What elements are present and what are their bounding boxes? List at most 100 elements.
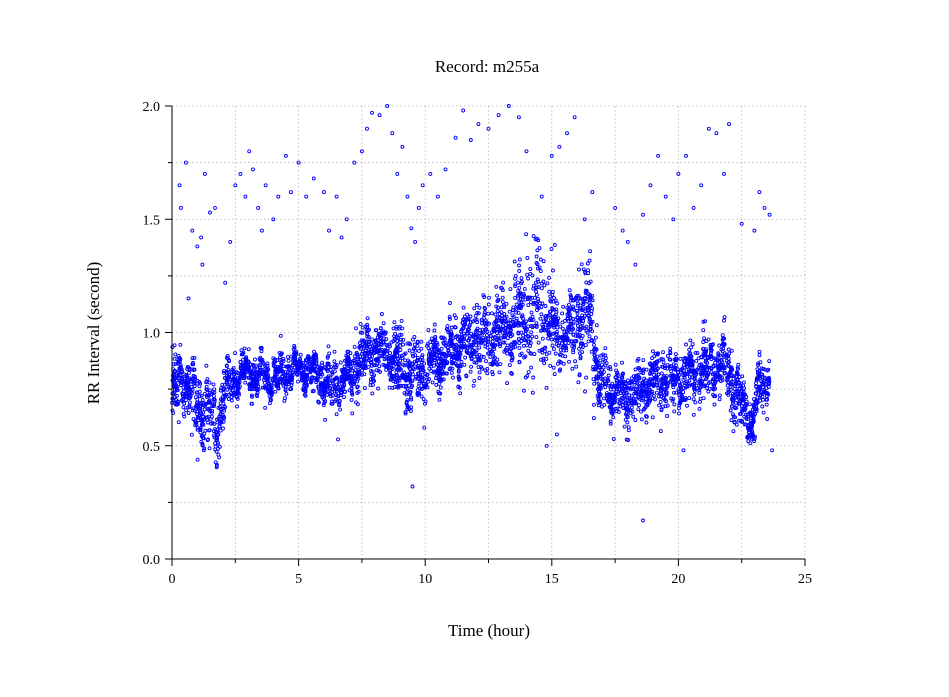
data-point: [543, 314, 548, 319]
data-point: [577, 351, 582, 356]
y-axis-label: RR Interval (second): [84, 262, 103, 405]
data-point: [563, 354, 568, 359]
data-point: [226, 367, 231, 372]
data-point: [184, 373, 189, 378]
data-point: [261, 360, 266, 365]
data-point: [246, 375, 251, 380]
data-point: [420, 365, 425, 370]
data-point: [665, 353, 670, 358]
data-point: [287, 373, 292, 378]
data-point: [718, 365, 723, 370]
data-point: [646, 378, 651, 383]
data-point: [227, 380, 232, 385]
data-point: [392, 320, 397, 325]
data-point: [312, 365, 317, 370]
data-point: [577, 328, 582, 332]
data-point: [378, 326, 383, 331]
data-point: [405, 403, 410, 408]
data-point: [508, 287, 513, 292]
data-point: [681, 373, 686, 378]
outlier-point: [195, 244, 200, 249]
data-point: [764, 402, 769, 407]
data-point: [672, 402, 677, 407]
data-point: [653, 368, 658, 373]
data-point: [368, 345, 373, 349]
data-point: [332, 359, 337, 364]
data-point: [760, 375, 765, 379]
data-point: [534, 289, 539, 294]
data-point: [629, 405, 634, 410]
data-point: [403, 385, 408, 390]
data-point: [513, 295, 518, 300]
data-point: [570, 366, 575, 371]
data-point: [265, 376, 270, 381]
data-point: [505, 381, 510, 386]
data-point: [326, 344, 331, 349]
data-point: [437, 397, 442, 402]
data-point: [593, 335, 598, 340]
data-point: [736, 401, 741, 406]
data-point: [709, 344, 714, 349]
data-point: [393, 331, 398, 336]
data-point: [550, 306, 555, 311]
data-point: [609, 383, 614, 388]
data-point: [388, 351, 393, 356]
data-point: [530, 390, 535, 395]
data-point: [661, 357, 665, 362]
data-point: [725, 375, 730, 380]
data-point: [218, 388, 223, 393]
data-point: [349, 397, 354, 402]
data-point: [395, 356, 400, 361]
data-point: [534, 254, 539, 259]
data-point: [571, 304, 575, 309]
data-point: [413, 375, 418, 379]
data-point: [575, 309, 579, 313]
data-point: [323, 417, 328, 422]
data-point: [180, 376, 185, 381]
data-point: [454, 316, 458, 320]
data-point: [519, 323, 524, 328]
outlier-point: [405, 194, 410, 199]
data-point: [453, 325, 458, 330]
data-point: [490, 339, 495, 344]
data-point: [377, 332, 382, 337]
data-point: [736, 366, 740, 371]
data-point: [596, 397, 601, 402]
data-point: [438, 363, 443, 368]
data-point: [258, 372, 263, 377]
data-point: [554, 342, 559, 346]
data-point: [181, 412, 186, 417]
data-point: [761, 410, 766, 415]
data-point: [219, 420, 224, 425]
data-point: [451, 361, 456, 365]
data-point: [764, 385, 769, 390]
data-point: [547, 289, 552, 294]
data-point: [322, 394, 327, 399]
data-point: [659, 371, 664, 376]
data-point: [717, 343, 722, 348]
data-point: [627, 383, 632, 388]
data-point: [567, 327, 572, 332]
data-point: [267, 393, 272, 398]
data-point: [550, 343, 555, 348]
data-point: [620, 403, 625, 408]
data-point: [242, 346, 247, 351]
data-point: [760, 385, 765, 389]
data-point: [526, 297, 530, 301]
outlier-point: [663, 194, 668, 199]
data-point: [283, 381, 288, 386]
data-point: [637, 390, 642, 394]
data-point: [678, 382, 683, 387]
data-point: [373, 328, 378, 333]
data-point: [314, 377, 319, 382]
data-point: [673, 366, 678, 371]
data-point: [212, 397, 217, 402]
data-point: [532, 352, 537, 357]
data-point: [254, 374, 259, 379]
outlier-point: [524, 149, 529, 154]
data-point: [407, 374, 412, 379]
outlier-point: [516, 115, 521, 120]
data-point: [235, 396, 240, 401]
data-point: [698, 399, 702, 404]
data-point: [363, 363, 368, 368]
